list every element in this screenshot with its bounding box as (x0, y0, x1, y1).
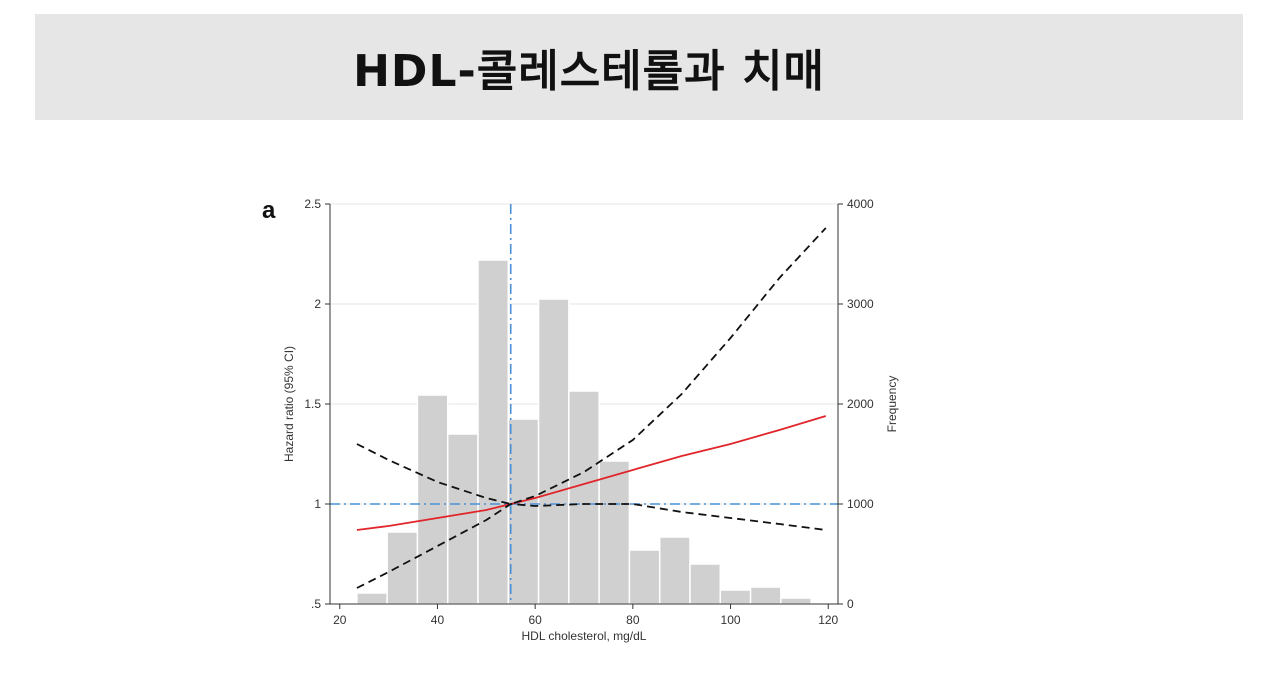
hazard_ratio-line (356, 415, 827, 531)
histogram-bar (386, 531, 419, 605)
y-tick-label-left: 1 (314, 497, 321, 511)
y-axis-label-right: Frequency (885, 376, 899, 433)
y-tick-label-left: 1.5 (304, 397, 321, 411)
histogram-bar (537, 298, 570, 605)
histogram-bar (658, 536, 691, 605)
histogram-bar (628, 549, 661, 605)
y-tick-label-left: 2 (314, 297, 321, 311)
y-tick-label-right: 4000 (847, 197, 874, 211)
lower_ci-line (356, 503, 826, 589)
y-tick-label-right: 3000 (847, 297, 874, 311)
y-tick-label-right: 0 (847, 597, 854, 611)
x-axis-label: HDL cholesterol, mg/dL (522, 629, 647, 643)
y-tick-label-right: 1000 (847, 497, 874, 511)
x-tick-label: 120 (818, 613, 838, 627)
histogram-bar (689, 563, 722, 605)
x-tick-label: 100 (721, 613, 741, 627)
histogram-bar (446, 433, 479, 605)
histogram-bar (356, 592, 388, 605)
panel-label: a (262, 197, 276, 224)
histogram-bar (780, 597, 812, 605)
curves (356, 227, 827, 589)
y-axis-label-left: Hazard ratio (95% CI) (282, 346, 296, 462)
upper_ci-line (356, 227, 827, 505)
x-tick-label: 60 (528, 613, 542, 627)
histogram-bar (749, 586, 782, 605)
y-tick-label-right: 2000 (847, 397, 874, 411)
x-tick-label: 80 (626, 613, 640, 627)
histogram-bars (356, 259, 812, 605)
x-tick-label: 20 (333, 613, 347, 627)
histogram-bar (477, 259, 510, 605)
y-tick-label-left: 2.5 (304, 197, 321, 211)
axes: 20 40 60 80 100 120 .5 1 1.5 2 2.5 0 1000 2000 3000 400… (304, 197, 874, 627)
title-banner: HDL-콜레스테롤과 치매 (35, 14, 1243, 120)
page-title: HDL-콜레스테롤과 치매 (353, 46, 825, 97)
y-tick-label-left: .5 (311, 597, 321, 611)
x-tick-label: 40 (431, 613, 445, 627)
histogram-bar (416, 394, 449, 605)
histogram-bar (598, 460, 631, 605)
histogram-bar (507, 418, 540, 605)
histogram-bar (568, 390, 600, 605)
histogram-bar (719, 589, 752, 605)
